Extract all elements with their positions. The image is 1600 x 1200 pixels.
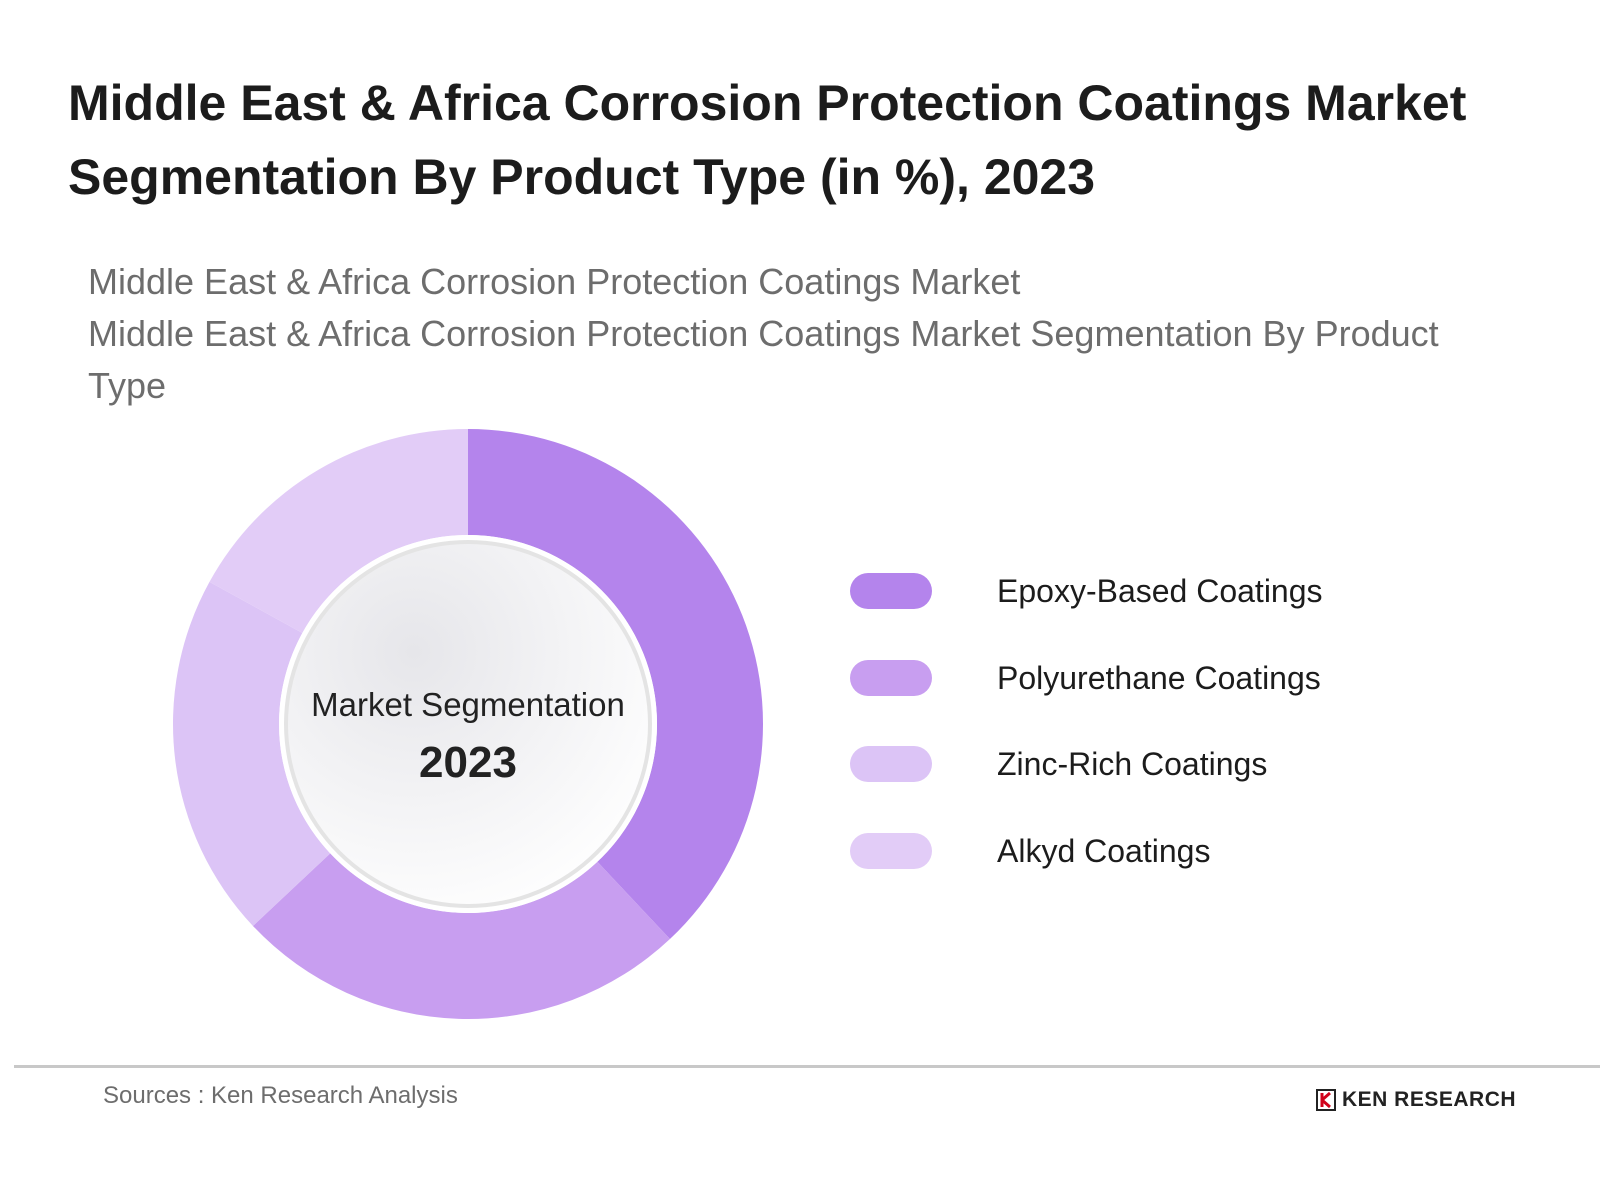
ken-research-logo: KEN RESEARCH	[1316, 1088, 1516, 1112]
logo-text: KEN RESEARCH	[1342, 1088, 1517, 1111]
footer-divider	[14, 1065, 1600, 1068]
legend-item: Alkyd Coatings	[850, 832, 1450, 870]
legend-swatch	[850, 573, 932, 609]
page-title: Middle East & Africa Corrosion Protectio…	[68, 75, 1467, 205]
slice-epoxy-based-coatings	[468, 429, 763, 940]
subtitle: Middle East & Africa Corrosion Protectio…	[88, 256, 1488, 412]
source-note: Sources : Ken Research Analysis	[103, 1082, 458, 1109]
subtitle-line-2: Middle East & Africa Corrosion Protectio…	[88, 313, 1439, 406]
ken-research-logo-icon	[1316, 1089, 1336, 1111]
subtitle-line-1: Middle East & Africa Corrosion Protectio…	[88, 261, 1021, 302]
legend-label: Zinc-Rich Coatings	[997, 746, 1268, 782]
legend-swatch	[850, 746, 932, 782]
legend-swatch	[850, 832, 932, 869]
center-label: Market Segmentation	[311, 686, 625, 723]
legend-label: Epoxy-Based Coatings	[997, 573, 1323, 609]
slice-zinc-rich-coatings	[173, 581, 331, 926]
slice-alkyd-coatings	[209, 429, 468, 633]
legend-label: Polyurethane Coatings	[997, 659, 1321, 696]
donut-hole	[288, 544, 648, 904]
legend-item: Zinc-Rich Coatings	[850, 745, 1450, 783]
legend-item: Polyurethane Coatings	[850, 659, 1450, 697]
center-year: 2023	[419, 738, 517, 787]
slice-polyurethane-coatings	[252, 853, 670, 1019]
legend-label: Alkyd Coatings	[997, 832, 1211, 869]
legend-item: Epoxy-Based Coatings	[850, 572, 1450, 610]
legend-swatch	[850, 659, 932, 696]
